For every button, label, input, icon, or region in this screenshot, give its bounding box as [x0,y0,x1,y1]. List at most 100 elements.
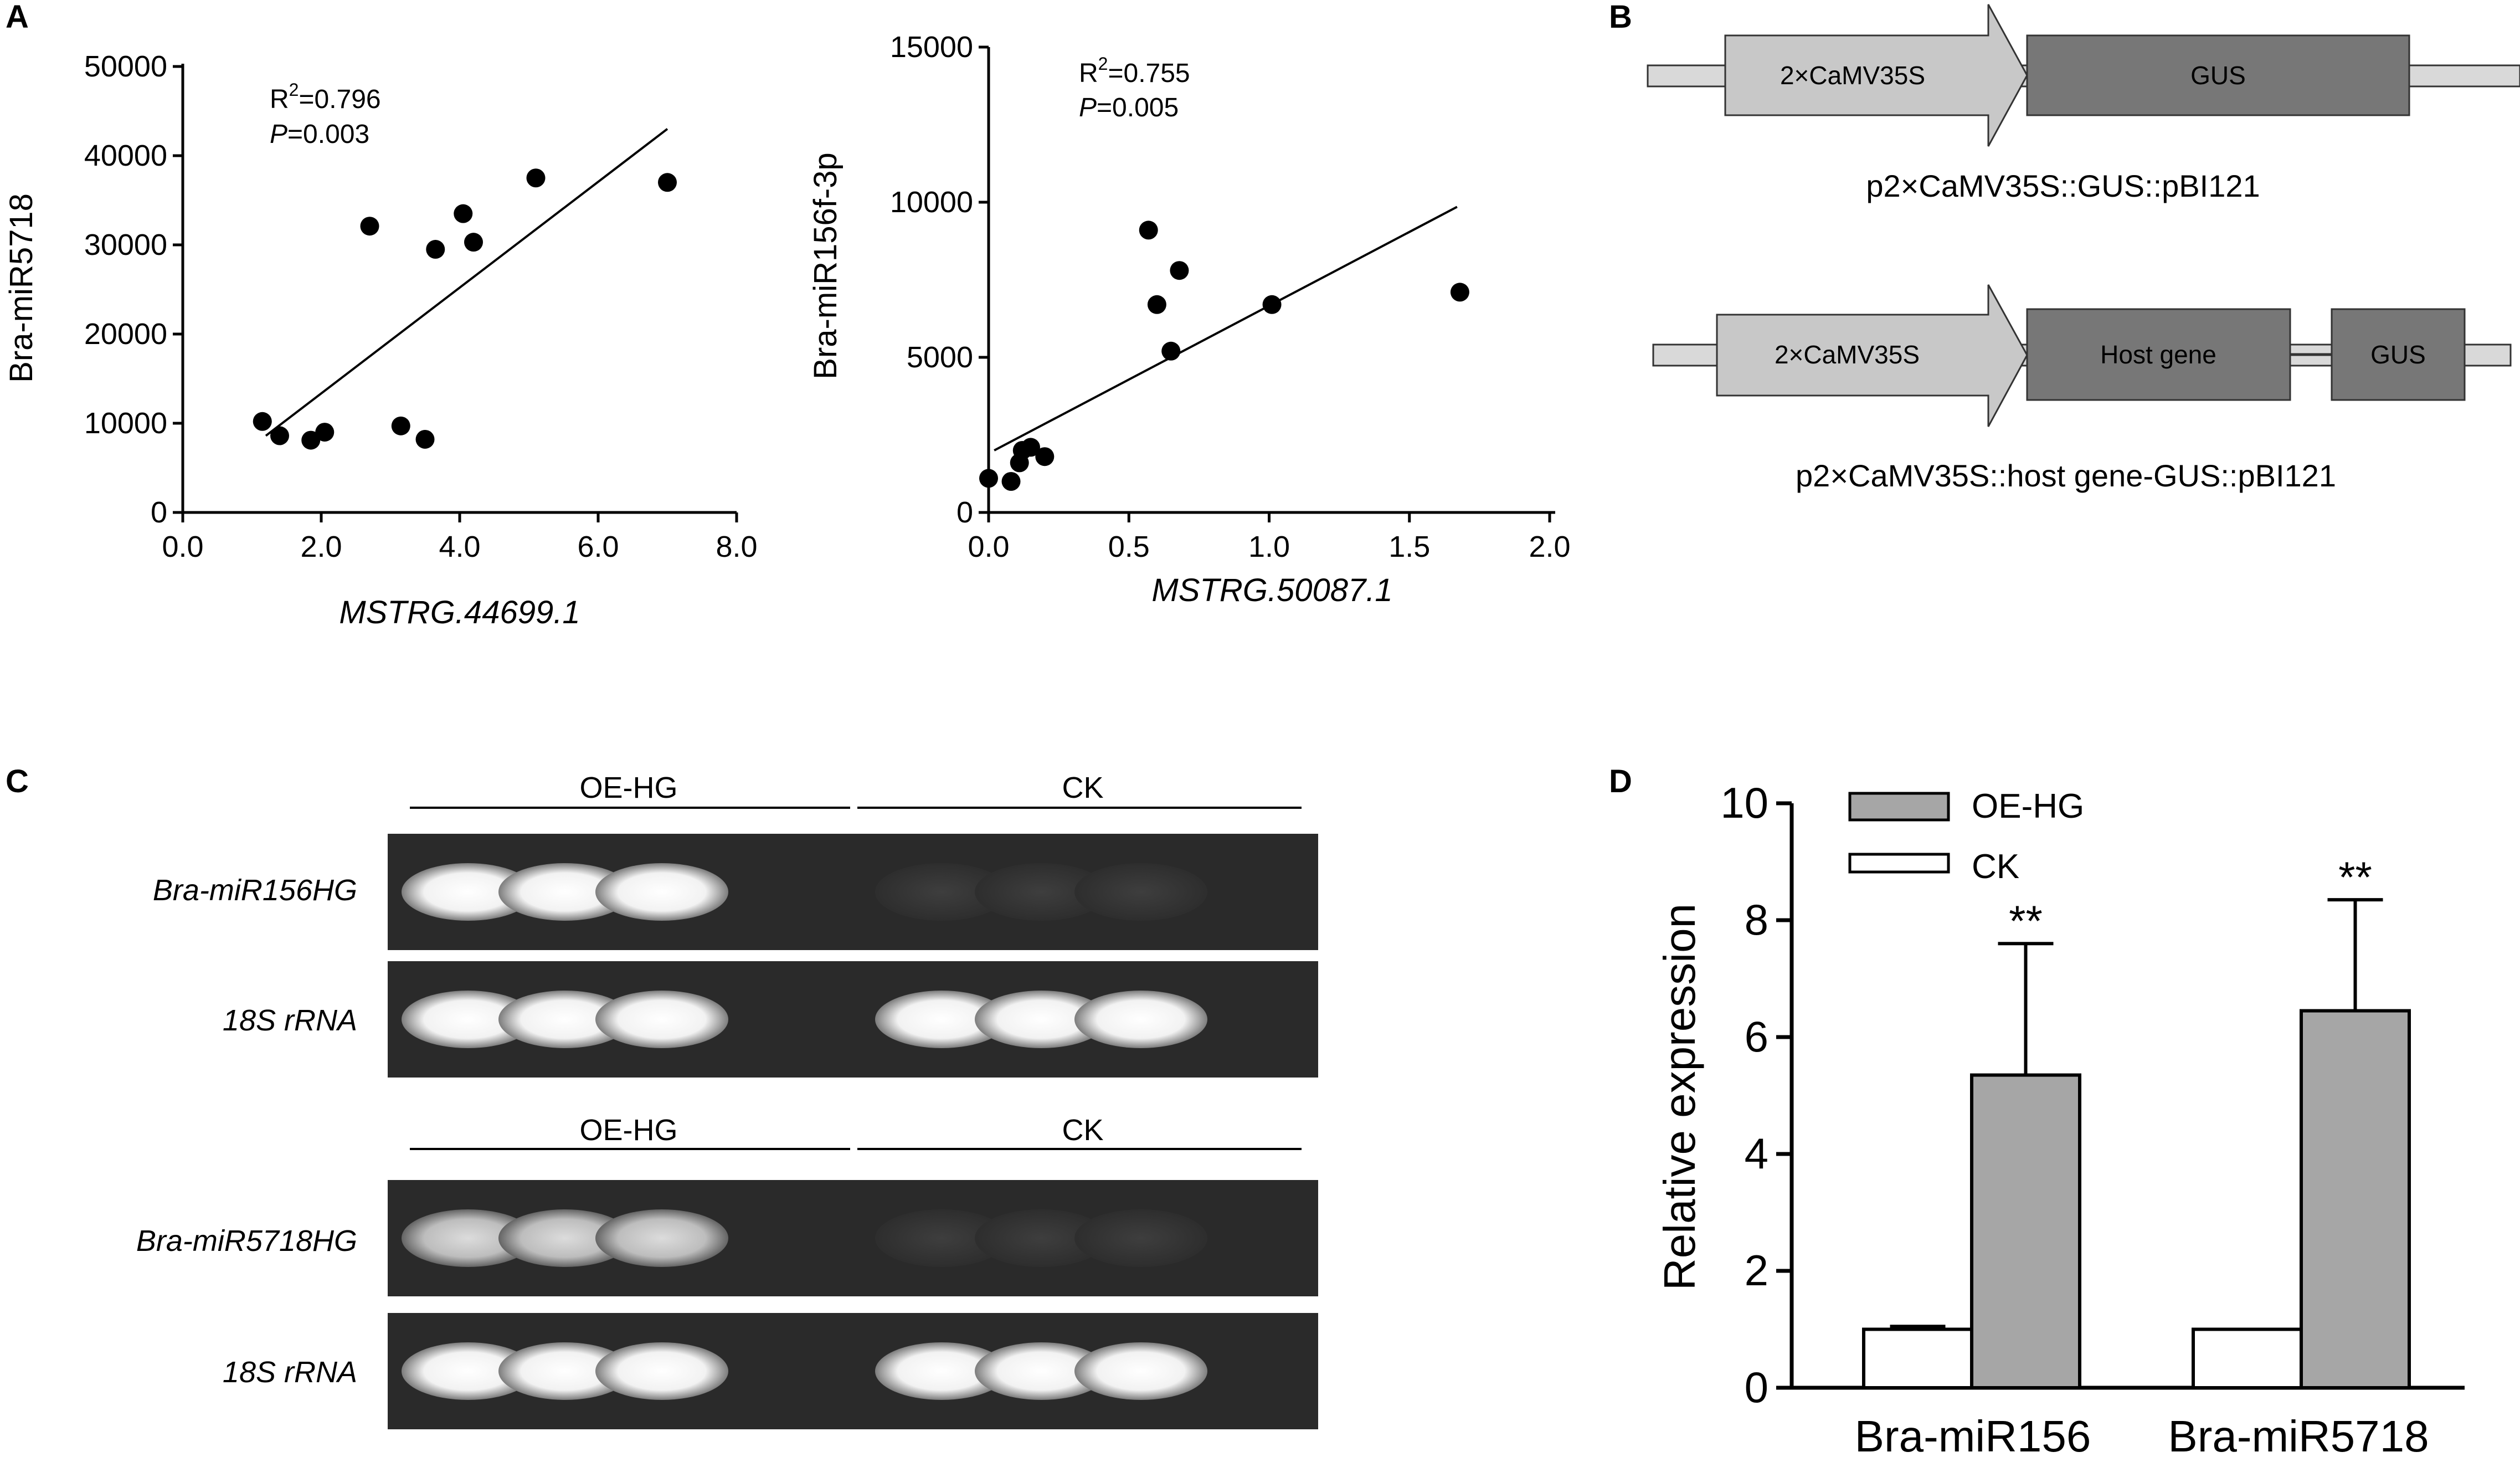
sc2-x-tick-label: 2.0 [1529,530,1570,563]
sc1-y-tick-label: 50000 [84,50,167,83]
sc1-point [391,416,410,435]
gel-18s-2-band [975,1342,1108,1400]
sc2-x-tick-label: 1.5 [1388,530,1430,563]
gel-mir5718hg-band [975,1209,1108,1267]
bar-significance-label: ** [2338,853,2372,901]
bar-y-tick-label: 8 [1745,895,1768,944]
bar-ck-1 [2192,1327,2303,1389]
sc1-point [658,173,677,192]
construct-top-name: p2×CaMV35S::GUS::pBI121 [1866,168,2260,203]
bar-category-label-mir156: Bra-miR156 [1855,1412,2091,1457]
gel-row-label-18s-1: 18S rRNA [223,1004,357,1037]
sc1-point [315,423,335,442]
gel2-group-ck: CK [1062,1114,1103,1147]
gel-18s-1-band [402,991,534,1048]
sc2-point [979,469,998,488]
construct-top-promoter-arrow [1724,4,2028,147]
scatter2-x-label: MSTRG.50087.1 [1151,572,1392,608]
sc1-point [454,204,473,223]
gel1-group-ck: CK [1062,771,1103,804]
gel-18s-1-band [595,991,728,1048]
gel-18s-2-band [498,1342,631,1400]
scatter1-r2-annotation: R2=0.796 [270,80,381,114]
sc1-point [270,426,289,445]
gel-mir156hg-band [875,863,1008,921]
gel-mir156hg-band [595,863,728,921]
scatter2-r2-annotation: R2=0.755 [1079,54,1190,88]
sc1-point [526,168,546,188]
construct-top: 2×CaMV35S GUS p2×CaMV35S::GUS::pBI121 [1647,4,2520,203]
legend-swatch-ck [1848,853,1950,874]
sc2-point [1262,295,1282,314]
construct-top-promoter-label: 2×CaMV35S [1780,61,1925,90]
sc1-point [301,430,321,450]
construct-bottom-host-box [2026,308,2291,401]
gel-mir156hg-band [498,863,631,921]
gel-mir5718hg-band [498,1209,631,1267]
gel-row-label-mir156hg: Bra-miR156HG [153,874,357,907]
gel-18s-1-band [975,991,1108,1048]
scatter2-p-annotation: P=0.005 [1079,93,1179,122]
scatter2-fit-line [994,206,1458,452]
construct-top-gus-label: GUS [2190,61,2246,90]
legend-swatch-oe-hg [1848,792,1950,822]
construct-top-gus-box [2026,34,2410,116]
bar-chart: 0 2 4 6 8 10 ** ** Relative expression Bra-miR… [1655,778,2465,1457]
bar-ck-0 [1862,1327,1973,1389]
sc1-y-tick-label: 30000 [84,228,167,261]
scatter-chart-1: 0 10000 20000 30000 40000 50000 0.0 2.0 4.0 6.0 8… [3,50,758,630]
bar-oe-hg-1 [2300,1009,2411,1389]
bar-significance-label: ** [2009,896,2043,945]
sc2-point [1161,341,1181,361]
gel-18s-2-band [595,1342,728,1400]
gel-row-label-18s-2: 18S rRNA [223,1356,357,1389]
gel-mir5718hg-band [1074,1209,1207,1267]
sc2-y-tick-label: 0 [956,496,973,529]
legend-label-oe-hg: OE-HG [1972,787,2084,825]
construct-bottom-gus-label: GUS [2370,340,2426,369]
sc1-x-tick-label: 6.0 [577,530,619,563]
sc2-point [1001,472,1021,491]
sc2-point [1450,283,1469,302]
panel-letter-b: B [1609,0,1632,35]
construct-bottom-host-label: Host gene [2100,340,2216,369]
legend-label-ck: CK [1972,848,2019,886]
sc2-point [1021,438,1040,457]
gel-18s-2-band [1074,1342,1207,1400]
construct-bottom-name: p2×CaMV35S::host gene-GUS::pBI121 [1796,458,2336,493]
sc1-y-tick-label: 10000 [84,407,167,440]
bar-y-label: Relative expression [1655,904,1704,1290]
gel-18s-1-band [498,991,631,1048]
sc1-x-tick-label: 2.0 [300,530,342,563]
sc1-point [253,412,272,431]
scatter-chart-2: 0 5000 10000 15000 0.0 0.5 1.0 1.5 2.0 MSTRG.50… [808,30,1571,608]
sc2-point [1170,261,1189,280]
gel-18s-2-band [402,1342,534,1400]
gel-mir156hg-band [1074,863,1207,921]
bar-category-label-mir5718: Bra-miR5718 [2168,1412,2429,1457]
gel-mir156hg-band [975,863,1108,921]
sc1-y-tick-label: 40000 [84,139,167,172]
gel1-group-oe-hg: OE-HG [579,771,677,804]
gel2-group-oe-hg: OE-HG [579,1114,677,1147]
sc2-y-tick-label: 15000 [890,30,973,64]
sc2-x-tick-label: 0.0 [968,530,1009,563]
scatter1-p-annotation: P=0.003 [270,120,369,149]
scatter1-x-label: MSTRG.44699.1 [339,594,580,630]
sc2-x-tick-label: 1.0 [1248,530,1290,563]
panel-letter-c: C [6,763,29,799]
bar-y-tick-label: 6 [1745,1012,1768,1061]
gel-mir5718hg-band [402,1209,534,1267]
sc2-point [1035,447,1055,466]
construct-bottom-promoter-label: 2×CaMV35S [1775,340,1920,369]
gel-18s-2-band [875,1342,1008,1400]
bar-y-tick-label: 2 [1745,1246,1768,1295]
panel-letter-a: A [6,0,29,35]
sc1-point [426,240,445,259]
sc1-point [464,233,483,252]
sc1-point [415,429,435,449]
gel-mir5718hg-band [595,1209,728,1267]
sc1-point [360,217,379,236]
sc2-y-tick-label: 5000 [907,341,973,374]
